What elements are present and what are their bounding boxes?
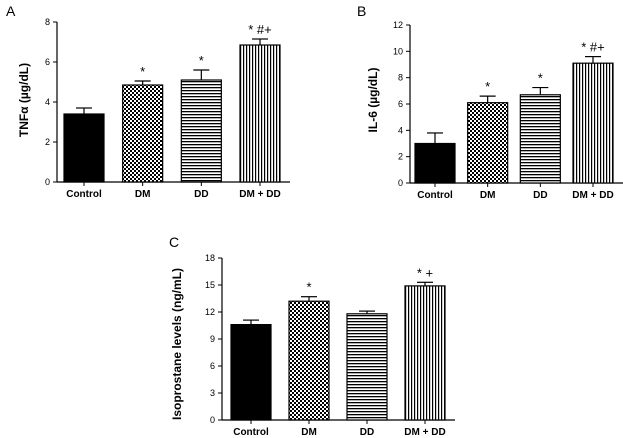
- panel-c: C 0 3 6 9 12 15 18 Control DM * DD DM + DD * + Isopr…: [169, 234, 455, 438]
- y-tick-label: 15: [205, 280, 215, 290]
- y-tick-label: 0: [398, 178, 403, 188]
- category-label: DM + DD: [404, 427, 445, 438]
- bar: [63, 113, 105, 183]
- category-label: DM + DD: [572, 190, 613, 201]
- plot-area: 0 2 4 6 8 10 12 Control DM * DD * DM + DD * #+: [393, 20, 623, 201]
- y-tick-label: 0: [45, 177, 50, 187]
- y-tick-label: 6: [210, 361, 215, 371]
- y-tick-label: 6: [398, 99, 403, 109]
- y-tick-label: 8: [45, 17, 50, 27]
- panel-letter: B: [357, 3, 366, 19]
- category-label: DM: [135, 189, 151, 200]
- significance-label: *: [199, 53, 204, 68]
- significance-label: * #+: [248, 22, 272, 37]
- category-label: DM + DD: [239, 189, 280, 200]
- y-tick-label: 12: [205, 307, 215, 317]
- category-label: Control: [233, 427, 269, 438]
- y-axis-label: IL-6 (µg/dL): [366, 68, 380, 133]
- y-tick-label: 18: [205, 253, 215, 263]
- significance-label: * #+: [581, 40, 605, 55]
- y-tick-label: 6: [45, 57, 50, 67]
- bar: [230, 324, 272, 421]
- y-tick-label: 9: [210, 334, 215, 344]
- bar: [572, 62, 614, 184]
- y-tick-label: 8: [398, 73, 403, 83]
- category-label: DM: [480, 190, 496, 201]
- bar: [239, 44, 281, 183]
- bar: [288, 300, 330, 421]
- y-tick-label: 4: [45, 97, 50, 107]
- bar: [180, 79, 222, 183]
- y-tick-label: 4: [398, 125, 403, 135]
- y-axis-label: TNFα (µg/dL): [17, 63, 31, 137]
- bar: [346, 313, 388, 421]
- category-label: DD: [360, 427, 374, 438]
- category-label: DM: [301, 427, 317, 438]
- significance-label: *: [140, 64, 145, 79]
- panel-a: A 0 2 4 6 8 Control DM * DD * DM + DD * #+ TNFα (µg…: [6, 3, 290, 200]
- significance-label: *: [485, 79, 490, 94]
- panel-letter: C: [169, 234, 179, 250]
- bar: [122, 84, 164, 183]
- y-tick-label: 10: [393, 46, 403, 56]
- y-tick-label: 2: [398, 152, 403, 162]
- significance-label: * +: [417, 265, 433, 280]
- bar: [404, 285, 446, 421]
- panel-letter: A: [6, 3, 16, 19]
- category-label: DD: [533, 190, 547, 201]
- significance-label: *: [538, 71, 543, 86]
- plot-area: 0 2 4 6 8 Control DM * DD * DM + DD * #+: [45, 17, 290, 200]
- category-label: Control: [66, 189, 102, 200]
- bar: [414, 142, 456, 184]
- y-axis-label: Isoprostane levels (ng/mL): [170, 268, 184, 420]
- panel-b: B 0 2 4 6 8 10 12 Control DM * DD * DM + DD * #+ IL-6…: [357, 3, 623, 201]
- bar: [467, 102, 509, 184]
- y-tick-label: 12: [393, 20, 403, 30]
- y-tick-label: 3: [210, 388, 215, 398]
- y-tick-label: 0: [210, 415, 215, 425]
- y-tick-label: 2: [45, 137, 50, 147]
- significance-label: *: [306, 280, 311, 295]
- bar: [519, 94, 561, 184]
- category-label: DD: [194, 189, 208, 200]
- category-label: Control: [417, 190, 453, 201]
- plot-area: 0 3 6 9 12 15 18 Control DM * DD DM + DD * +: [205, 253, 455, 438]
